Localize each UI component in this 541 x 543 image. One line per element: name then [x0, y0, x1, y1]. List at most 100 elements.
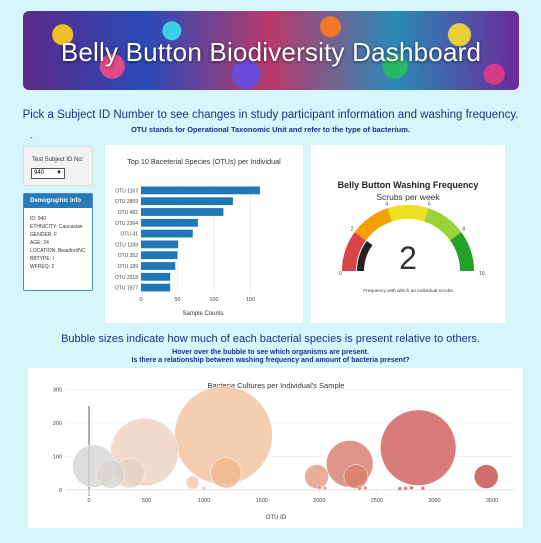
gauge-band — [387, 205, 429, 222]
demographic-title: Demographic Info — [24, 194, 92, 208]
y-tick-label: OTU 2318 — [115, 275, 138, 281]
y-tick-label: OTU 1189 — [115, 242, 138, 248]
y-tick-label: OTU 189 — [118, 264, 139, 270]
demographic-row: AGE: 24 — [30, 240, 49, 246]
bubble — [210, 457, 242, 489]
bubble-hover-hint: Hover over the bubble to see which organ… — [172, 349, 369, 356]
dash-mark: - — [30, 133, 33, 142]
bar — [141, 262, 176, 270]
gauge-tick-label: 6 — [428, 201, 431, 207]
bubble — [201, 486, 207, 491]
subject-id-dropdown[interactable]: 940 ▼ — [31, 168, 65, 179]
gauge-band — [342, 232, 366, 271]
gauge-value-bar — [357, 241, 373, 271]
y-tick-label: 300 — [53, 387, 62, 393]
bubble — [473, 464, 499, 489]
x-tick-label: 500 — [142, 498, 151, 504]
demographic-row: GENDER: F — [30, 232, 58, 238]
y-tick-label: OTU 2859 — [115, 199, 138, 205]
gauge-title: Belly Button Washing Frequency — [338, 180, 479, 190]
demographic-row: ID: 940 — [30, 216, 47, 222]
otu-explanation: OTU stands for Operational Taxonomic Uni… — [130, 125, 411, 134]
gauge-chart-card: Belly Button Washing Frequency Scrubs per… — [311, 145, 505, 323]
chart-title: Top 10 Baceterial Species (OTUs) per Ind… — [127, 157, 281, 166]
chart-title: Bacteria Cultures per Individual's Sampl… — [208, 381, 345, 390]
bubble — [357, 486, 362, 491]
bubble — [304, 464, 329, 489]
bubble — [316, 484, 322, 490]
bubble — [397, 486, 403, 491]
y-tick-label: 100 — [53, 454, 62, 460]
demographic-row: WFREQ: 2 — [30, 264, 55, 270]
y-tick-label: 200 — [53, 421, 62, 427]
x-axis-label: OTU ID — [266, 515, 287, 521]
bar — [141, 186, 260, 195]
demographic-panel: Demographic Info ID: 940 ETHNICITY: Cauc… — [23, 193, 93, 291]
x-tick-label: 100 — [209, 297, 218, 303]
bar — [141, 208, 224, 216]
x-tick-label: 50 — [174, 297, 180, 303]
bubble-chart-card: Bacteria Cultures per Individual's Sampl… — [28, 368, 523, 528]
bar — [141, 272, 171, 281]
chevron-down-icon: ▼ — [56, 170, 62, 176]
subject-selector-panel: Test Subject ID No: 940 ▼ — [23, 146, 93, 186]
bubble — [363, 485, 368, 491]
bubble-chart[interactable]: Bacteria Cultures per Individual's Sampl… — [28, 368, 523, 528]
subject-selector-label: Test Subject ID No: — [32, 157, 84, 163]
bar — [141, 251, 178, 260]
demographic-row: BBTYPE: I — [30, 256, 54, 262]
y-tick-label: OTU 482 — [118, 210, 139, 216]
demographic-row: LOCATION: Beaufort/NC — [30, 248, 86, 254]
bubble — [185, 475, 200, 490]
y-tick-label: 0 — [59, 488, 62, 494]
y-tick-label: OTU 2264 — [115, 221, 138, 227]
bubble — [403, 486, 408, 491]
x-tick-label: 0 — [87, 498, 90, 504]
x-tick-label: 2000 — [313, 498, 325, 504]
gauge-tick-label: 4 — [385, 201, 388, 207]
demographic-list: ID: 940 ETHNICITY: Caucasian GENDER: F A… — [24, 208, 92, 271]
bubble-section-title: Bubble sizes indicate how much of each b… — [61, 333, 480, 345]
bar — [141, 197, 233, 206]
bar-chart[interactable]: Top 10 Baceterial Species (OTUs) per Ind… — [105, 145, 303, 323]
gauge-footnote: Frequency with which an individual scrub… — [363, 288, 453, 294]
bubble-question: Is there a relationship between washing … — [131, 357, 410, 364]
gauge-value: 2 — [399, 240, 417, 276]
x-tick-label: 3500 — [486, 498, 498, 504]
bubble — [380, 409, 457, 486]
bubble — [409, 485, 414, 491]
bubble — [343, 464, 369, 489]
bar-chart-card: Top 10 Baceterial Species (OTUs) per Ind… — [105, 145, 303, 323]
gauge-band — [450, 232, 474, 271]
bubble — [322, 485, 328, 491]
x-axis-label: Sample Counts — [182, 311, 223, 317]
bar — [141, 229, 193, 238]
bubble — [420, 486, 426, 491]
x-tick-label: 1000 — [198, 498, 210, 504]
gauge-tick-label: 8 — [462, 226, 465, 232]
gauge-tick-label: 2 — [351, 226, 354, 232]
x-tick-label: 3000 — [428, 498, 440, 504]
gauge-tick-label: 0 — [339, 271, 342, 277]
y-tick-label: OTU 1977 — [115, 286, 138, 292]
gauge-chart[interactable]: Belly Button Washing Frequency Scrubs per… — [311, 145, 505, 323]
bubble — [96, 459, 126, 489]
gauge-subtitle: Scrubs per week — [376, 192, 440, 202]
subject-id-value: 940 — [34, 170, 45, 176]
y-tick-label: OTU 352 — [118, 253, 139, 259]
y-tick-label: OTU 1167 — [115, 188, 138, 194]
bar — [141, 218, 198, 227]
x-tick-label: 1500 — [256, 498, 268, 504]
gauge-band — [354, 208, 392, 241]
page-title: Belly Button Biodiversity Dashboard — [60, 37, 482, 67]
y-tick-label: OTU 41 — [120, 232, 138, 238]
bar — [141, 240, 179, 249]
header-banner: Belly Button Biodiversity Dashboard — [23, 11, 519, 90]
gauge-band — [424, 208, 462, 241]
bar — [141, 283, 171, 292]
x-tick-label: 150 — [246, 297, 255, 303]
gauge-tick-label: 10 — [479, 271, 485, 277]
demographic-row: ETHNICITY: Caucasian — [30, 224, 83, 230]
x-tick-label: 0 — [139, 297, 142, 303]
x-tick-label: 2500 — [371, 498, 383, 504]
